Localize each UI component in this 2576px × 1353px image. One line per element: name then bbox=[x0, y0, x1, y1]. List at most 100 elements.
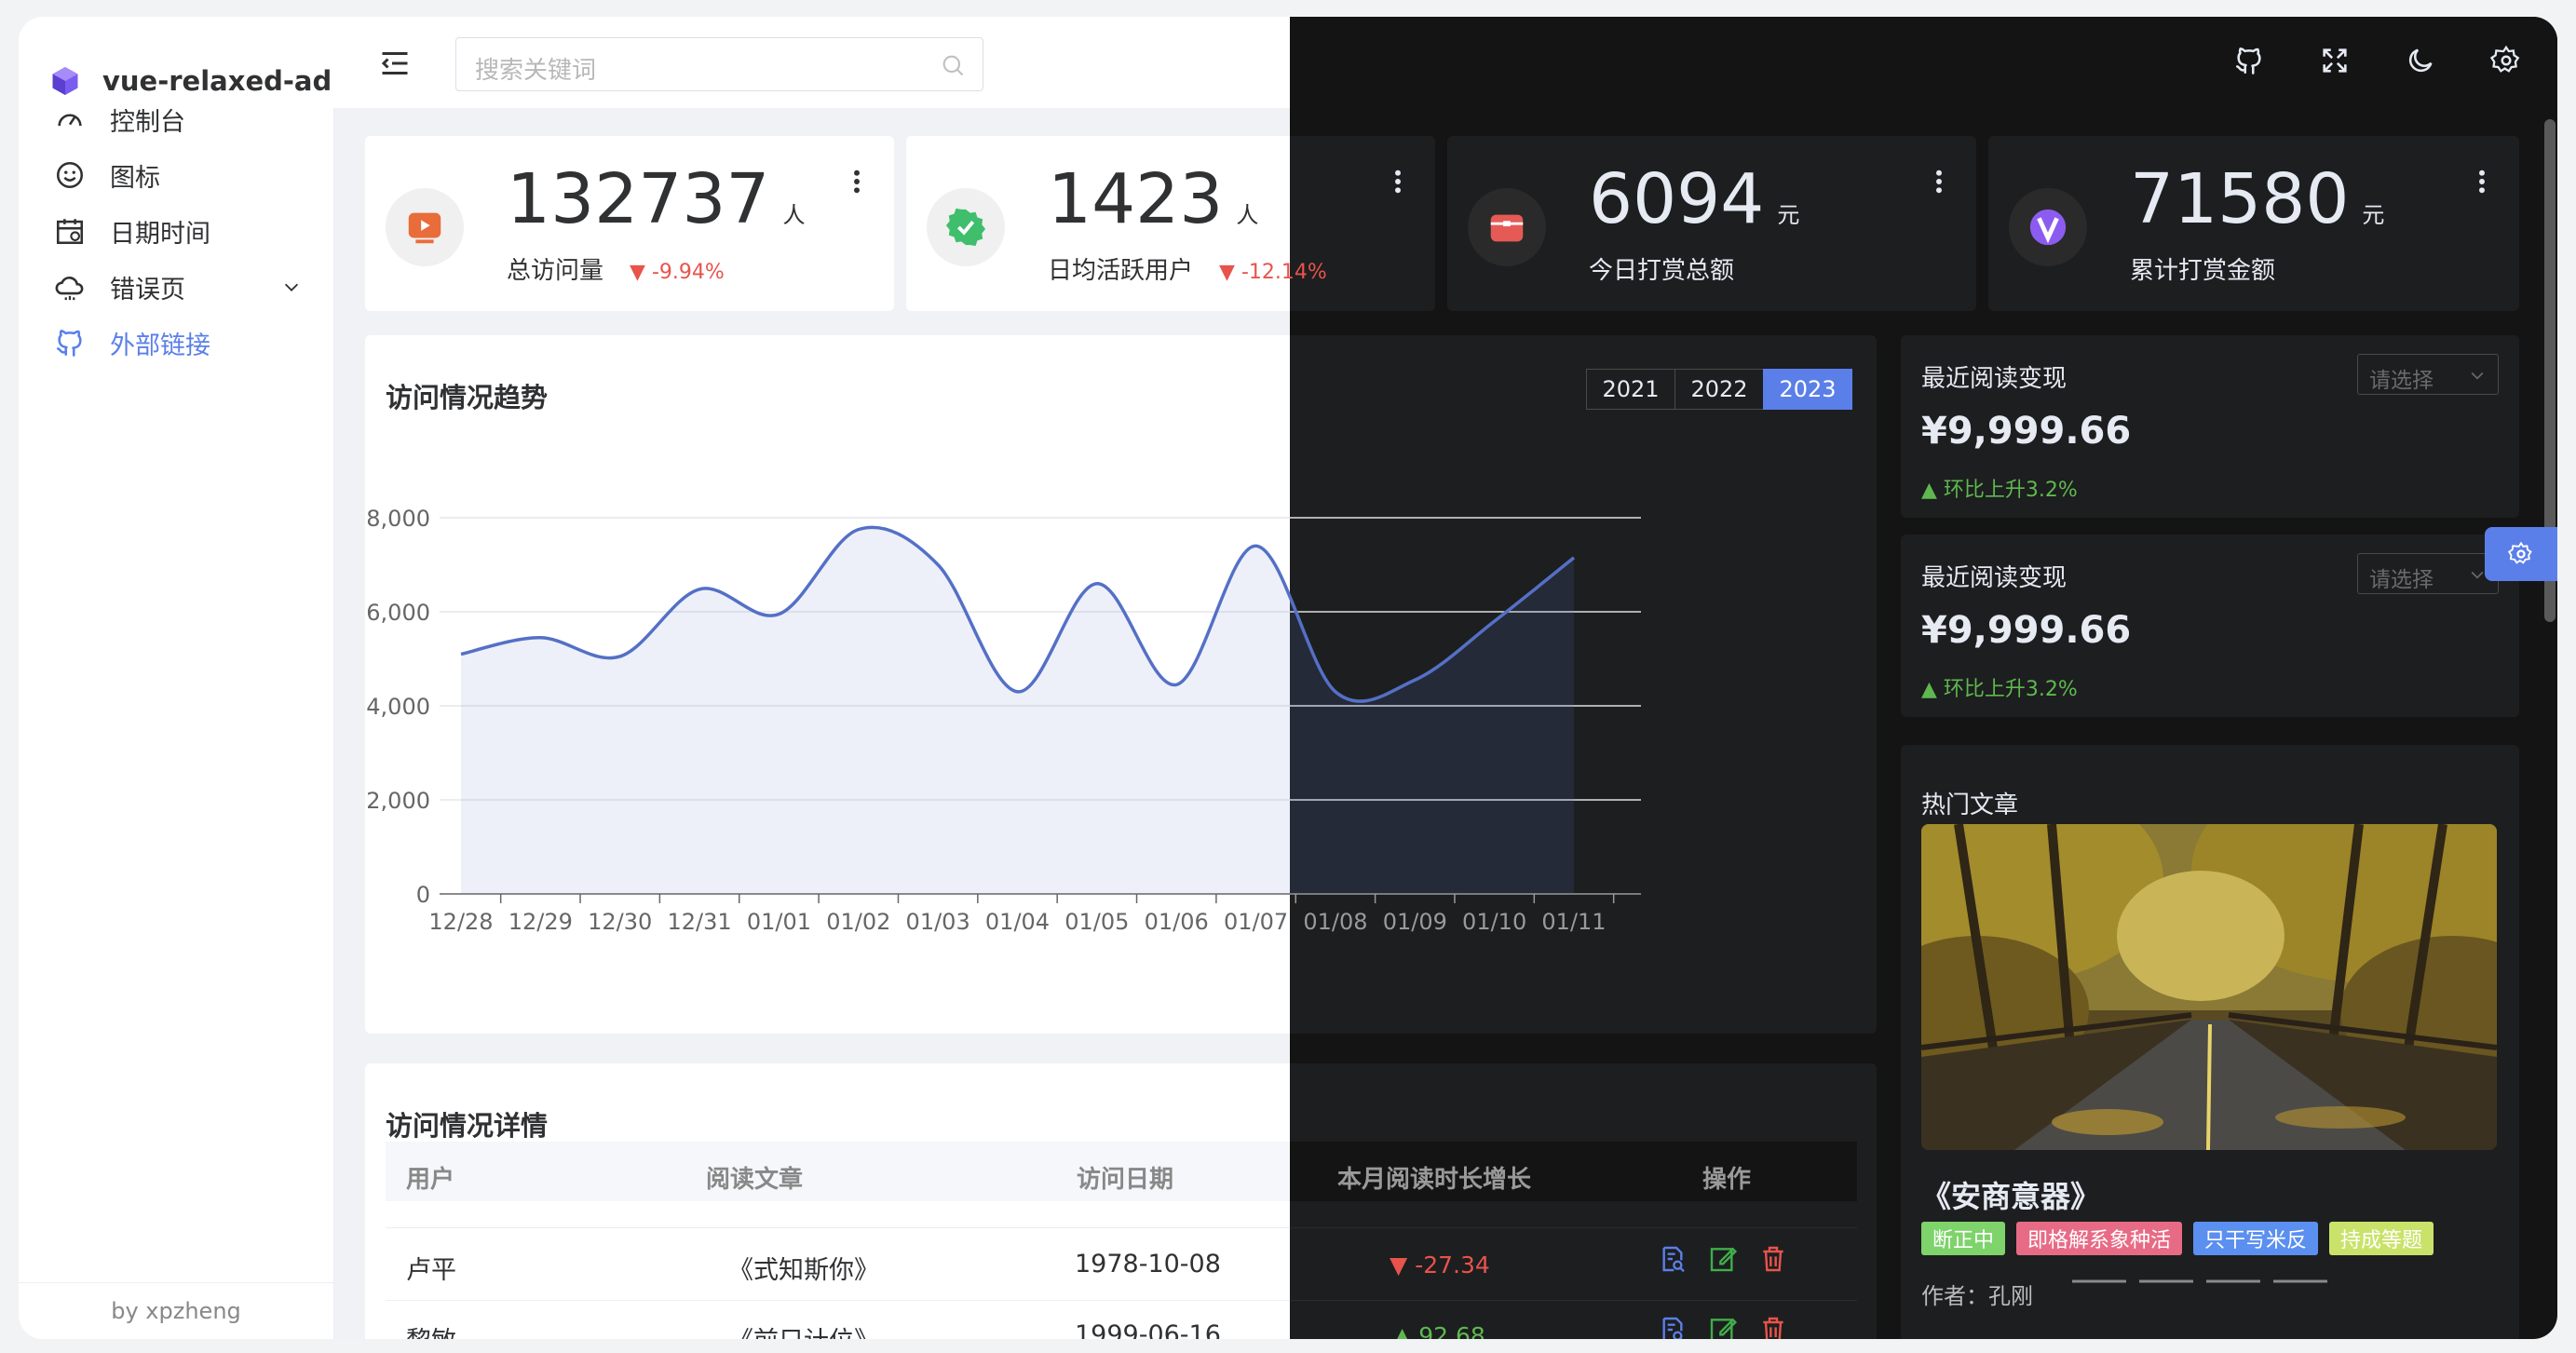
year-button-2023[interactable]: 2023 bbox=[1763, 369, 1852, 410]
sidebar-item-icons[interactable]: 图标 bbox=[54, 147, 320, 203]
x-tick-label: 01/06 bbox=[1145, 909, 1209, 935]
stat-change-down: ▼ -12.14% bbox=[1290, 261, 1327, 284]
article-author: 作者：孔刚 bbox=[1921, 1283, 2033, 1309]
moon-icon[interactable] bbox=[2405, 45, 2436, 76]
column-header-actions: 操作 bbox=[1702, 1166, 1752, 1194]
view-doc-icon[interactable] bbox=[1658, 1244, 1688, 1274]
cell-article: 《前只计位》 bbox=[728, 1320, 879, 1339]
scrollbar[interactable] bbox=[2544, 119, 2556, 622]
row-actions bbox=[1658, 1244, 1788, 1274]
x-tick-label: 12/28 bbox=[428, 909, 493, 935]
stat-icon-bg bbox=[2009, 188, 2087, 266]
x-tick-label: 01/09 bbox=[1383, 909, 1447, 935]
reading-revenue-card: 最近阅读变现 请选择 ¥9,999.66 ▲ 环比上升3.2% bbox=[1901, 335, 2519, 518]
column-header-user: 用户 bbox=[406, 1166, 455, 1194]
column-header-date: 访问日期 bbox=[1077, 1166, 1174, 1194]
series-line bbox=[1290, 556, 1576, 703]
top-header: 搜索关键词 bbox=[333, 17, 1290, 108]
area-fill bbox=[461, 527, 1290, 894]
sidebar-item-dashboard[interactable]: 控制台 bbox=[54, 91, 320, 147]
carousel-indicators[interactable] bbox=[2072, 1279, 2333, 1339]
cell-date: 1978-10-08 bbox=[1075, 1250, 1221, 1279]
row-divider bbox=[1290, 1300, 1857, 1301]
year-switcher: 2021 2022 2023 bbox=[1586, 369, 1852, 410]
header-actions bbox=[2233, 45, 2522, 76]
light-theme-pane: vue-relaxed-admin 控制台 图标 日期时间 错误页 外部链接 b… bbox=[19, 17, 1290, 1339]
settings-icon[interactable] bbox=[2490, 45, 2522, 76]
year-button-2022[interactable]: 2022 bbox=[1674, 369, 1764, 410]
stat-icon-bg bbox=[386, 188, 464, 266]
search-input[interactable]: 搜索关键词 bbox=[455, 37, 983, 91]
reading-amount: ¥9,999.66 bbox=[1921, 410, 2132, 453]
tag: 即格解系象种活 bbox=[2016, 1222, 2183, 1255]
edit-icon[interactable] bbox=[1708, 1244, 1738, 1274]
article-title[interactable]: 《安商意器》 bbox=[1921, 1179, 2101, 1214]
x-tick-label: 01/07 bbox=[1224, 909, 1288, 935]
stat-label: 日均活跃用户▼ -12.14% bbox=[1290, 251, 1327, 286]
delete-icon[interactable] bbox=[1758, 1244, 1788, 1274]
dashboard-icon bbox=[58, 114, 82, 127]
sidebar-item-label: 外部链接 bbox=[110, 331, 210, 360]
chevron-down-icon bbox=[284, 283, 299, 291]
stat-label: 累计打赏金额 bbox=[2130, 257, 2276, 285]
sidebar-item-datetime[interactable]: 日期时间 bbox=[54, 203, 320, 259]
more-vertical-icon[interactable] bbox=[2478, 169, 2486, 194]
trend-area-chart: 0 2,000 4,000 6,000 8,000 12/28 12/29 12/30 12/3… bbox=[366, 506, 1290, 935]
visit-detail-card: 访问情况详情 bbox=[365, 1063, 1290, 1339]
cloud-icon bbox=[55, 277, 84, 301]
forest-bridge-photo bbox=[1921, 824, 2497, 1150]
more-vertical-icon[interactable] bbox=[853, 169, 861, 194]
y-tick-label: 2,000 bbox=[366, 788, 430, 814]
x-tick-label: 01/05 bbox=[1064, 909, 1129, 935]
article-cover-image[interactable] bbox=[1921, 824, 2497, 1150]
chevron-down-icon bbox=[2471, 571, 2484, 579]
reading-change-up: ▲ 环比上升3.2% bbox=[1921, 678, 2078, 701]
delete-icon[interactable] bbox=[1758, 1315, 1788, 1339]
x-tick-label: 01/02 bbox=[826, 909, 890, 935]
y-tick-label: 0 bbox=[416, 882, 430, 908]
edit-icon[interactable] bbox=[1708, 1315, 1738, 1339]
area-fill bbox=[1290, 557, 1574, 894]
cell-user: 卢平 bbox=[406, 1256, 456, 1285]
collapse-menu-icon[interactable] bbox=[378, 47, 412, 80]
x-tick-label: 12/31 bbox=[667, 909, 731, 935]
sidebar-item-label: 图标 bbox=[110, 163, 160, 193]
x-tick-label: 01/11 bbox=[1541, 909, 1606, 935]
tag: 断正中 bbox=[1921, 1222, 2006, 1255]
reading-change-up: ▲ 环比上升3.2% bbox=[1921, 479, 2078, 502]
article-tags: 断正中 即格解系象种活 只干写米反 持成等题 bbox=[1921, 1222, 2434, 1255]
more-vertical-icon[interactable] bbox=[1935, 169, 1943, 194]
search-placeholder: 搜索关键词 bbox=[475, 57, 597, 85]
x-tick-label: 12/29 bbox=[508, 909, 573, 935]
fullscreen-icon[interactable] bbox=[2319, 45, 2351, 76]
y-tick-label: 4,000 bbox=[366, 694, 430, 720]
x-tick-label: 12/30 bbox=[588, 909, 652, 935]
period-select[interactable]: 请选择 bbox=[2357, 354, 2499, 395]
x-tick-label: 01/01 bbox=[747, 909, 811, 935]
cell-growth-up: ▲ 92.68 bbox=[1393, 1322, 1485, 1339]
more-vertical-icon[interactable] bbox=[1394, 169, 1402, 194]
gear-icon bbox=[2508, 541, 2532, 564]
v-badge-icon bbox=[2029, 209, 2067, 246]
sidebar: vue-relaxed-admin 控制台 图标 日期时间 错误页 外部链接 b… bbox=[19, 17, 388, 1339]
period-select[interactable]: 请选择 bbox=[2357, 553, 2499, 594]
stat-change-down: ▼ -9.94% bbox=[630, 261, 725, 284]
tag: 只干写米反 bbox=[2193, 1222, 2319, 1255]
github-icon bbox=[56, 330, 82, 357]
search-icon[interactable] bbox=[940, 52, 966, 78]
smile-icon bbox=[56, 161, 84, 189]
stat-icon-bg bbox=[1468, 188, 1546, 266]
github-icon[interactable] bbox=[2233, 45, 2265, 76]
sidebar-item-error-pages[interactable]: 错误页 bbox=[54, 259, 320, 315]
sidebar-item-external-links[interactable]: 外部链接 bbox=[54, 315, 320, 371]
view-doc-icon[interactable] bbox=[1658, 1315, 1688, 1339]
table-header bbox=[386, 1142, 1290, 1201]
stat-icon-bg bbox=[927, 188, 1005, 266]
floating-settings-button[interactable] bbox=[2485, 527, 2557, 581]
app-window: vue-relaxed-admin 控制台 图标 日期时间 错误页 外部链接 b… bbox=[19, 17, 2557, 1339]
column-header-article: 阅读文章 bbox=[706, 1166, 804, 1194]
